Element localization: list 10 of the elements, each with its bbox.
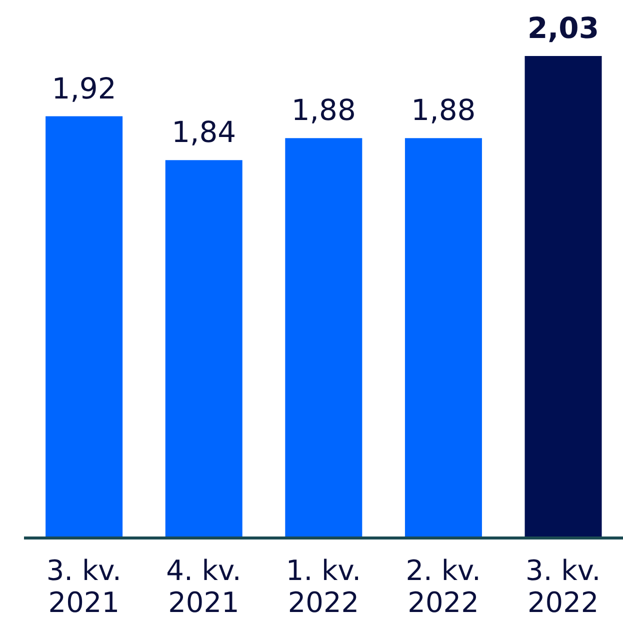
data-label: 1,92: [52, 71, 116, 106]
data-label: 2,03: [527, 11, 600, 45]
x-tick-label: 3. kv. 2022: [526, 554, 601, 619]
data-label: 1,88: [291, 93, 356, 128]
x-tick-label: 4. kv. 2021: [166, 554, 242, 619]
x-tick-label: 1. kv. 2022: [286, 554, 362, 619]
x-tick-label: 3. kv. 2021: [46, 554, 122, 619]
x-tick-label: 2. kv. 2022: [406, 554, 481, 619]
data-label: 1,88: [411, 93, 476, 128]
data-label: 1,84: [172, 115, 236, 150]
